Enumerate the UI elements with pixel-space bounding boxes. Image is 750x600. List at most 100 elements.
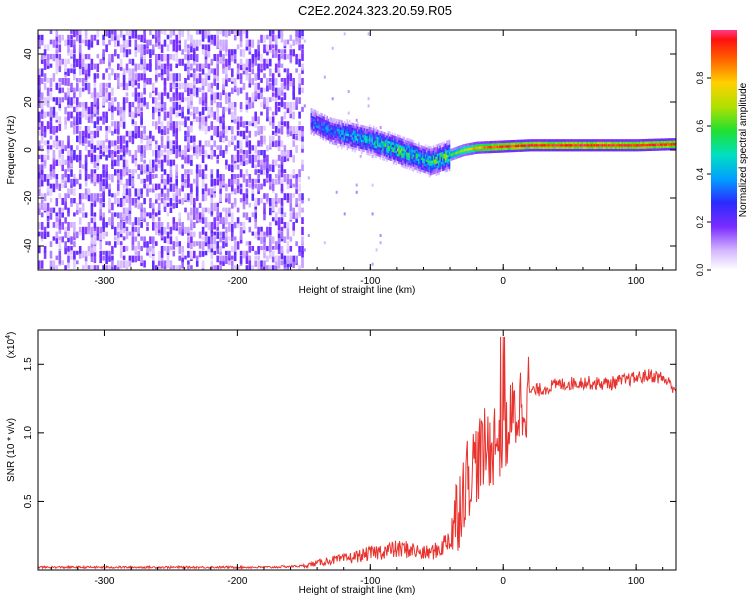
spectrogram-cell xyxy=(87,250,91,256)
spectrogram-cell xyxy=(263,150,266,158)
spectrogram-cell xyxy=(321,129,323,133)
spectrogram-cell xyxy=(160,121,164,130)
spectrogram-cell xyxy=(447,157,449,160)
spectrogram-cell xyxy=(438,172,440,175)
spectrogram-cell xyxy=(454,147,456,150)
spectrogram-cell xyxy=(415,162,418,166)
spectrogram-cell xyxy=(266,159,269,168)
spectrogram-cell xyxy=(119,178,123,185)
spectrogram-cell xyxy=(143,198,146,205)
spectrogram-cell xyxy=(225,73,228,80)
spectrogram-cell xyxy=(372,128,375,131)
spectrogram-cell xyxy=(157,39,161,46)
spectrogram-cell xyxy=(588,146,590,149)
spectrogram-cell xyxy=(172,150,176,155)
spectrogram-cell xyxy=(222,82,225,90)
spectrogram-cell xyxy=(330,132,332,135)
spectrogram-cell xyxy=(618,146,621,149)
spectrogram-cell xyxy=(137,111,140,117)
spectrogram-cell xyxy=(210,236,214,244)
spectrogram-cell xyxy=(600,144,602,147)
spectrogram-cell xyxy=(415,160,418,163)
spectrogram-cell xyxy=(46,202,50,212)
spectrogram-cell xyxy=(266,154,269,162)
spectrogram-cell xyxy=(254,212,257,219)
spectrogram-cell xyxy=(590,144,593,147)
spectrogram-cell xyxy=(166,73,170,81)
spectrogram-cell xyxy=(114,241,117,248)
spectrogram-cell xyxy=(583,141,585,145)
spectrogram-cell xyxy=(117,202,120,207)
spectrogram-cell xyxy=(225,97,228,105)
spectrogram-cell xyxy=(321,115,323,119)
spectrogram-cell xyxy=(146,39,149,47)
spectrogram-cell xyxy=(400,147,403,151)
spectrogram-cell xyxy=(140,212,143,221)
spectrogram-cell xyxy=(589,144,592,147)
spectrogram-cell xyxy=(73,174,76,179)
spectrogram-cell xyxy=(406,140,408,143)
spectrogram-cell xyxy=(78,130,82,139)
spectrogram-cell xyxy=(378,142,380,145)
spectrogram-cell xyxy=(73,198,76,204)
spectrogram-cell xyxy=(248,49,252,55)
spectrogram-cell xyxy=(638,141,641,145)
spectrogram-cell xyxy=(428,145,431,149)
spectrogram-cell xyxy=(670,138,673,141)
spectrogram-cell xyxy=(254,231,257,239)
spectrogram-cell xyxy=(131,226,135,232)
spectrogram-cell xyxy=(292,183,295,188)
spectrogram-cell xyxy=(84,63,88,70)
spectrogram-cell xyxy=(114,39,117,47)
spectrogram-cell xyxy=(342,142,344,145)
spectrogram-cell xyxy=(399,154,402,158)
spectrogram-cell xyxy=(383,151,386,154)
spectrogram-cell xyxy=(263,202,266,208)
spectrogram-cell xyxy=(674,140,676,143)
spectrogram-cell xyxy=(531,141,533,145)
spectrogram-cell xyxy=(509,147,512,150)
spectrogram-cell xyxy=(111,174,114,183)
spectrogram-cell xyxy=(402,148,404,151)
spectrogram-cell xyxy=(388,141,391,144)
spectrogram-cell xyxy=(172,39,176,46)
spectrogram-cell xyxy=(622,146,625,149)
spectrogram-cell xyxy=(361,149,363,152)
spectrogram-cell xyxy=(286,178,290,185)
spectrogram-cell xyxy=(436,165,439,169)
spectrogram-cell xyxy=(435,146,437,150)
spectrogram-cell xyxy=(67,188,70,194)
spectrogram-cell xyxy=(387,145,390,148)
spectrogram-cell xyxy=(331,139,334,143)
spectrogram-cell xyxy=(169,82,173,89)
spectrogram-cell xyxy=(76,135,79,143)
spectrogram-cell xyxy=(78,231,82,236)
spectrogram-cell xyxy=(254,145,257,154)
spectrogram-cell xyxy=(269,39,272,44)
spectrogram-cell xyxy=(523,144,525,147)
spectrogram-cell xyxy=(149,39,152,46)
spectrogram-cell xyxy=(181,97,184,103)
spectrogram-cell xyxy=(388,143,391,147)
spectrogram-cell xyxy=(365,130,367,134)
spectrogram-cell xyxy=(228,102,231,109)
spectrogram-cell xyxy=(318,126,321,129)
spectrogram-cell xyxy=(178,217,181,223)
spectrogram-cell xyxy=(93,87,97,97)
spectrogram-cell xyxy=(260,78,263,83)
spectrogram-cell xyxy=(286,54,290,60)
spectrogram-cell xyxy=(295,212,298,219)
spectrogram-cell xyxy=(653,141,655,144)
spectrogram-cell xyxy=(386,137,388,141)
spectrogram-cell xyxy=(52,106,56,116)
spectrogram-cell xyxy=(67,260,70,269)
spectrogram-cell xyxy=(172,121,176,130)
spectrogram-cell xyxy=(201,106,205,116)
spectrogram-cell xyxy=(157,73,161,78)
spectrogram-cell xyxy=(102,164,105,169)
spectrogram-cell xyxy=(210,231,214,237)
spectrogram-cell xyxy=(228,212,231,217)
spectrogram-cell xyxy=(301,207,304,213)
spectrogram-cell xyxy=(553,144,556,147)
spectrogram-cell xyxy=(292,260,295,268)
